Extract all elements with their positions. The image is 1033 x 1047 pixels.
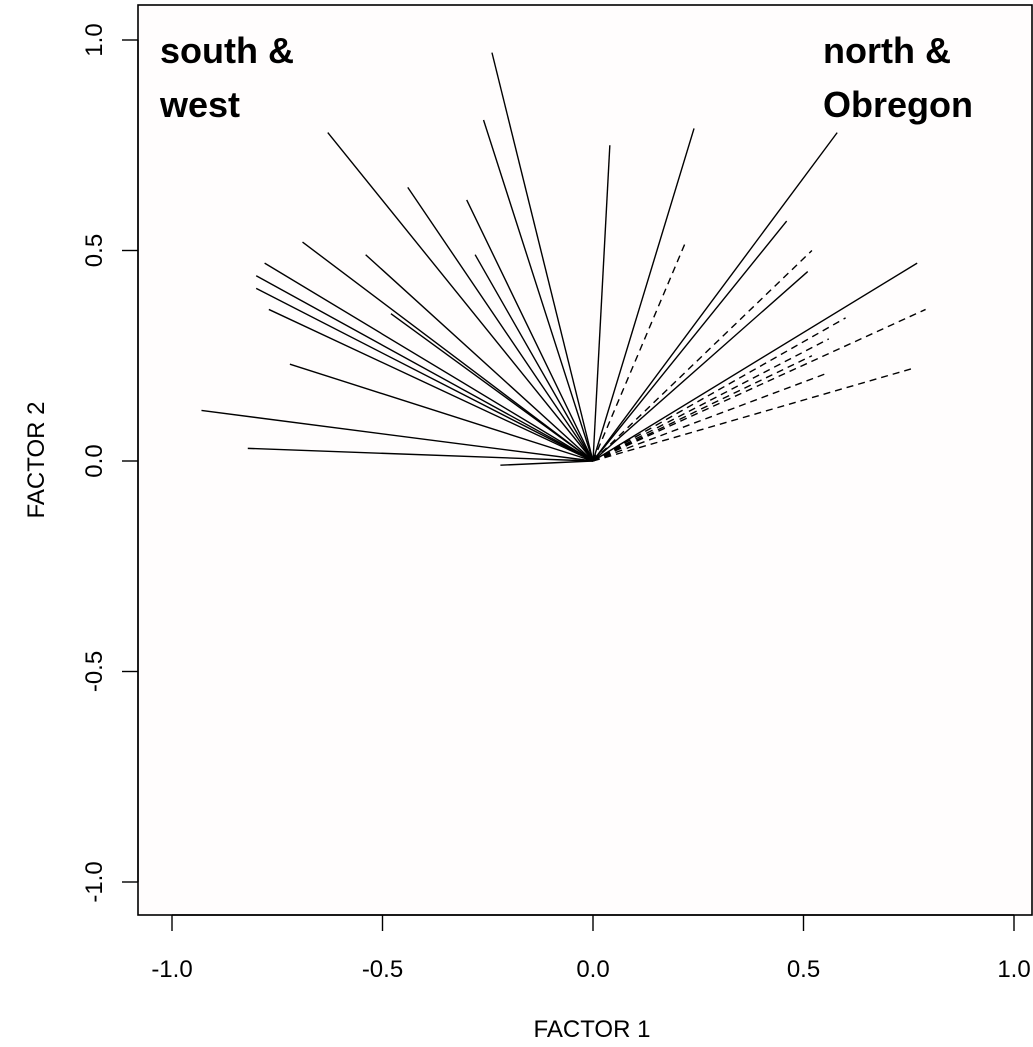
x-tick-label: -1.0: [151, 956, 192, 983]
dashed-vector-2: [592, 249, 813, 462]
solid-vector-14: [255, 275, 594, 462]
y-tick-label: 0.5: [81, 234, 108, 267]
solid-vector-5: [327, 132, 594, 462]
y-ticks-layer: -1.0 -0.5 0.0 0.5 1.0: [81, 23, 139, 903]
solid-vector-7: [407, 186, 594, 462]
dashed-vector-7: [592, 371, 830, 462]
solid-vector-8: [466, 199, 594, 462]
solid-vector-1: [491, 52, 594, 462]
solid-vector-16: [268, 308, 594, 462]
y-tick-label: 0.0: [81, 444, 108, 477]
y-tick-label: 1.0: [81, 23, 108, 56]
x-axis-label: FACTOR 1: [534, 1016, 651, 1043]
solid-vector-11: [365, 254, 594, 462]
solid-vector-6: [592, 132, 838, 462]
solid-vector-2: [482, 119, 594, 462]
annotation-north-obregon: north & Obregon: [823, 30, 973, 125]
dashed-vector-3: [592, 308, 926, 462]
solid-vector-10: [474, 254, 594, 462]
dashed-vector-1: [592, 241, 687, 462]
solid-vector-23: [500, 460, 594, 466]
solid-vector-18: [592, 271, 809, 462]
solid-vector-17: [390, 313, 594, 462]
y-tick-label: -1.0: [81, 861, 108, 902]
solid-vector-20: [289, 363, 594, 462]
solid-vector-3: [592, 145, 611, 462]
solid-vector-12: [592, 220, 788, 462]
solid-vector-15: [255, 287, 594, 462]
solid-vector-21: [201, 409, 594, 462]
annotation-north-obregon-line-2: Obregon: [823, 84, 973, 125]
annotation-south-west-line-1: south &: [160, 30, 294, 71]
annotation-south-west-line-2: west: [159, 84, 240, 125]
dashed-vector-6: [592, 355, 813, 462]
x-tick-label: 1.0: [997, 956, 1030, 983]
y-tick-label: -0.5: [81, 651, 108, 692]
solid-vector-22: [247, 447, 594, 462]
x-tick-label: 0.5: [787, 956, 820, 983]
annotation-south-west: south & west: [159, 30, 304, 125]
vectors-layer: [201, 52, 926, 466]
dashed-vector-8: [592, 367, 914, 462]
solid-vector-9: [302, 241, 594, 462]
y-axis-label: FACTOR 2: [23, 402, 50, 519]
x-ticks-layer: -1.0 -0.5 0.0 0.5 1.0: [151, 914, 1031, 983]
annotation-north-obregon-line-1: north &: [823, 30, 951, 71]
solid-vector-4: [592, 128, 695, 462]
solid-vector-13: [264, 262, 594, 462]
dashed-vector-5: [592, 338, 830, 462]
x-tick-label: 0.0: [576, 956, 609, 983]
solid-vector-19: [592, 262, 918, 462]
x-tick-label: -0.5: [362, 956, 403, 983]
dashed-vector-4: [592, 317, 846, 462]
